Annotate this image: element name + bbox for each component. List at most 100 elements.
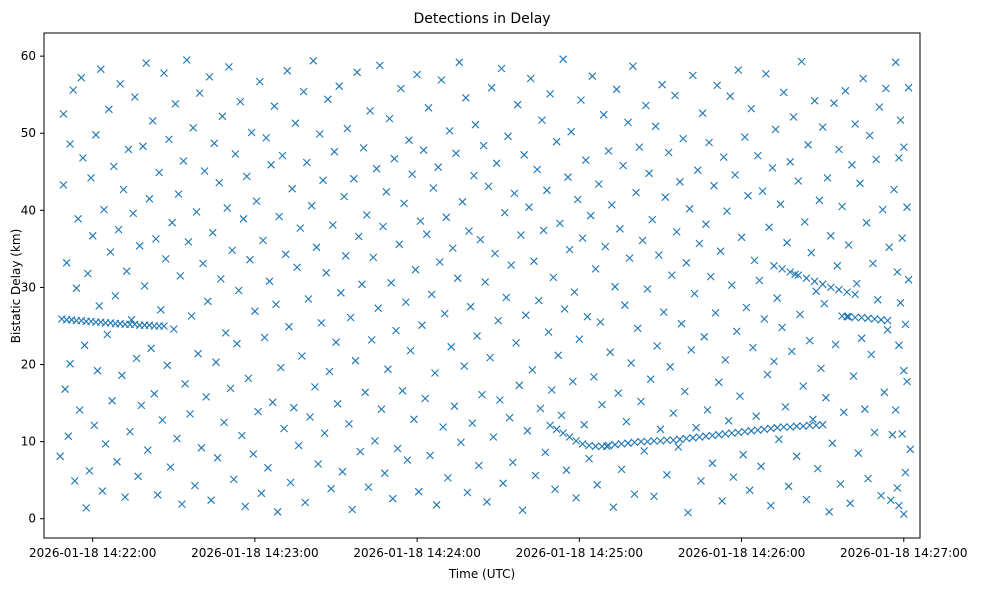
data-point [899, 510, 908, 518]
data-point [79, 154, 87, 162]
data-point [799, 422, 808, 431]
data-point [883, 316, 892, 325]
data-point [805, 421, 814, 430]
data-point [846, 499, 855, 508]
data-point [306, 413, 314, 421]
y-tick-label: 20 [21, 358, 36, 372]
data-point [859, 74, 868, 83]
data-point [512, 339, 520, 347]
data-point [197, 443, 206, 452]
data-point [165, 135, 173, 144]
data-point [906, 445, 915, 454]
data-point [572, 437, 580, 445]
data-point [895, 501, 903, 510]
data-point [624, 118, 632, 127]
x-tick-label: 2026-01-18 14:27:00 [840, 546, 967, 560]
data-point [588, 72, 597, 81]
data-point [538, 116, 546, 124]
data-point [766, 424, 775, 433]
data-point [791, 270, 799, 279]
data-point [239, 214, 248, 223]
data-point [789, 113, 798, 121]
data-point [221, 329, 230, 337]
data-point [804, 140, 812, 149]
data-point [551, 485, 559, 494]
data-point [753, 426, 762, 434]
data-point [818, 123, 827, 131]
data-point [862, 218, 871, 227]
data-point [520, 150, 529, 159]
data-point [802, 274, 811, 283]
data-point [822, 393, 830, 402]
data-point [599, 110, 608, 119]
data-point [830, 99, 838, 108]
data-point [586, 211, 595, 220]
data-point [348, 505, 357, 514]
data-point [682, 258, 691, 267]
data-point [434, 163, 443, 172]
data-point [484, 182, 493, 191]
y-tick-label: 40 [21, 203, 36, 217]
x-tick-label: 2026-01-18 14:23:00 [191, 546, 318, 560]
data-point [570, 288, 579, 296]
data-point [885, 243, 894, 252]
data-point [207, 496, 215, 505]
data-point [560, 305, 569, 313]
data-point [252, 197, 261, 205]
data-point [168, 218, 177, 227]
data-point [895, 341, 903, 350]
data-point [843, 288, 851, 296]
data-point [653, 342, 662, 350]
data-point [841, 86, 850, 95]
data-point [815, 196, 824, 205]
data-point [724, 416, 733, 425]
data-point [565, 245, 574, 254]
data-point [706, 272, 715, 281]
data-point [603, 442, 611, 451]
data-point [276, 363, 285, 372]
data-point [179, 157, 188, 165]
data-point [904, 83, 913, 92]
data-point [702, 220, 710, 229]
data-point [100, 205, 108, 214]
data-point [328, 221, 337, 229]
data-point [105, 105, 113, 114]
data-point [718, 497, 726, 505]
data-point [265, 277, 274, 286]
data-point [371, 437, 379, 445]
data-point [453, 274, 462, 283]
data-point [826, 283, 835, 292]
data-point [278, 151, 287, 160]
data-point [669, 436, 678, 444]
data-point [218, 112, 227, 121]
data-point [62, 258, 71, 267]
data-point [341, 251, 350, 260]
data-point [210, 139, 219, 148]
data-point [893, 484, 902, 492]
data-point [838, 202, 846, 211]
data-point [281, 250, 290, 259]
data-point [184, 238, 193, 246]
data-point [614, 389, 623, 397]
data-point [611, 282, 619, 291]
data-point [760, 315, 769, 323]
data-point [311, 383, 319, 391]
data-point [194, 349, 202, 358]
data-point [549, 273, 558, 282]
data-point [393, 444, 402, 453]
data-point [397, 84, 405, 93]
data-point [864, 474, 872, 483]
data-point [786, 157, 795, 166]
data-point [901, 320, 910, 329]
data-point [580, 420, 589, 429]
data-point [191, 481, 199, 490]
data-point [129, 209, 138, 218]
data-point [630, 438, 639, 447]
data-point [302, 158, 311, 167]
data-point [663, 436, 671, 444]
data-point [208, 228, 217, 237]
data-point [315, 130, 324, 138]
data-point [710, 181, 718, 190]
data-point [617, 465, 626, 474]
data-point [345, 420, 353, 428]
